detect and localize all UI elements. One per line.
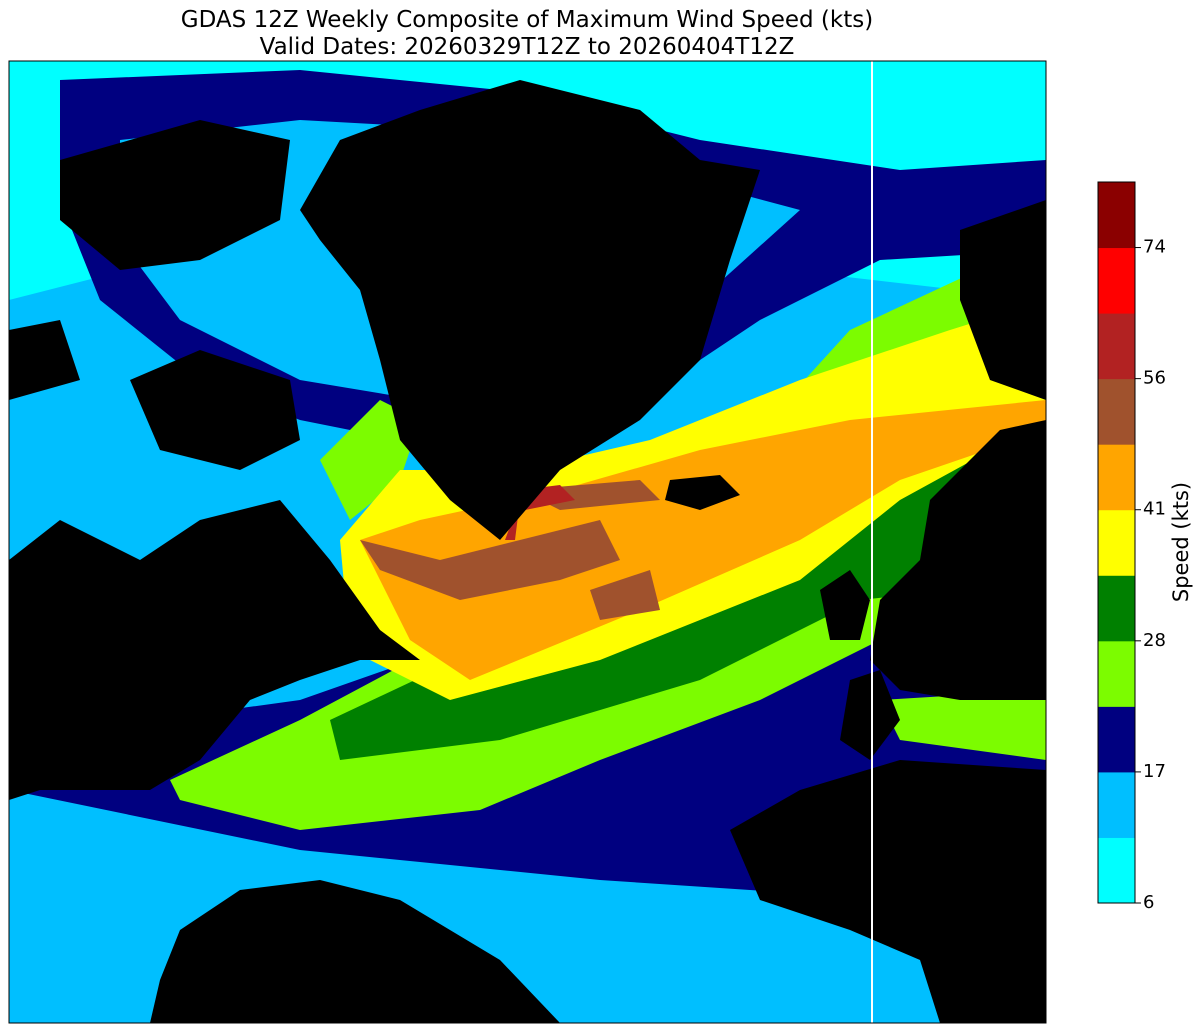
colorbar-bin (1098, 837, 1135, 904)
colorbar-bin (1098, 313, 1135, 380)
wind-zone (360, 400, 1046, 680)
colorbar-frame (1097, 181, 1136, 904)
map-frame (8, 60, 1047, 1024)
wind-zone (360, 520, 620, 600)
colorbar-bin (1098, 575, 1135, 642)
tick-label: 17 (1143, 761, 1166, 782)
tick-label: 6 (1143, 892, 1154, 913)
wind-zone (320, 400, 420, 520)
tick-label: 41 (1143, 499, 1166, 520)
wind-zone (590, 570, 660, 620)
subtitle: Valid Dates: 20260329T12Z to 20260404T12… (260, 34, 795, 60)
tick-label: 74 (1143, 237, 1166, 258)
colorbar-bin (1098, 444, 1135, 511)
colorbar-bin (1098, 509, 1135, 576)
colorbar-bin (1098, 378, 1135, 445)
title: GDAS 12Z Weekly Composite of Maximum Win… (181, 7, 873, 33)
colorbar-bin (1098, 182, 1135, 249)
colorbar-label: Speed (kts) (1169, 482, 1193, 602)
colorbar: 6 17 28 41 56 74 (1097, 181, 1166, 913)
colorbar-bin (1098, 640, 1135, 707)
tick-label: 28 (1143, 630, 1166, 651)
tick-label: 56 (1143, 368, 1166, 389)
map (9, 61, 1046, 1023)
colorbar-bin (1098, 706, 1135, 773)
colorbar-bin (1098, 247, 1135, 314)
colorbar-bin (1098, 771, 1135, 838)
wind-zone (880, 690, 1046, 760)
land (9, 80, 1046, 1023)
